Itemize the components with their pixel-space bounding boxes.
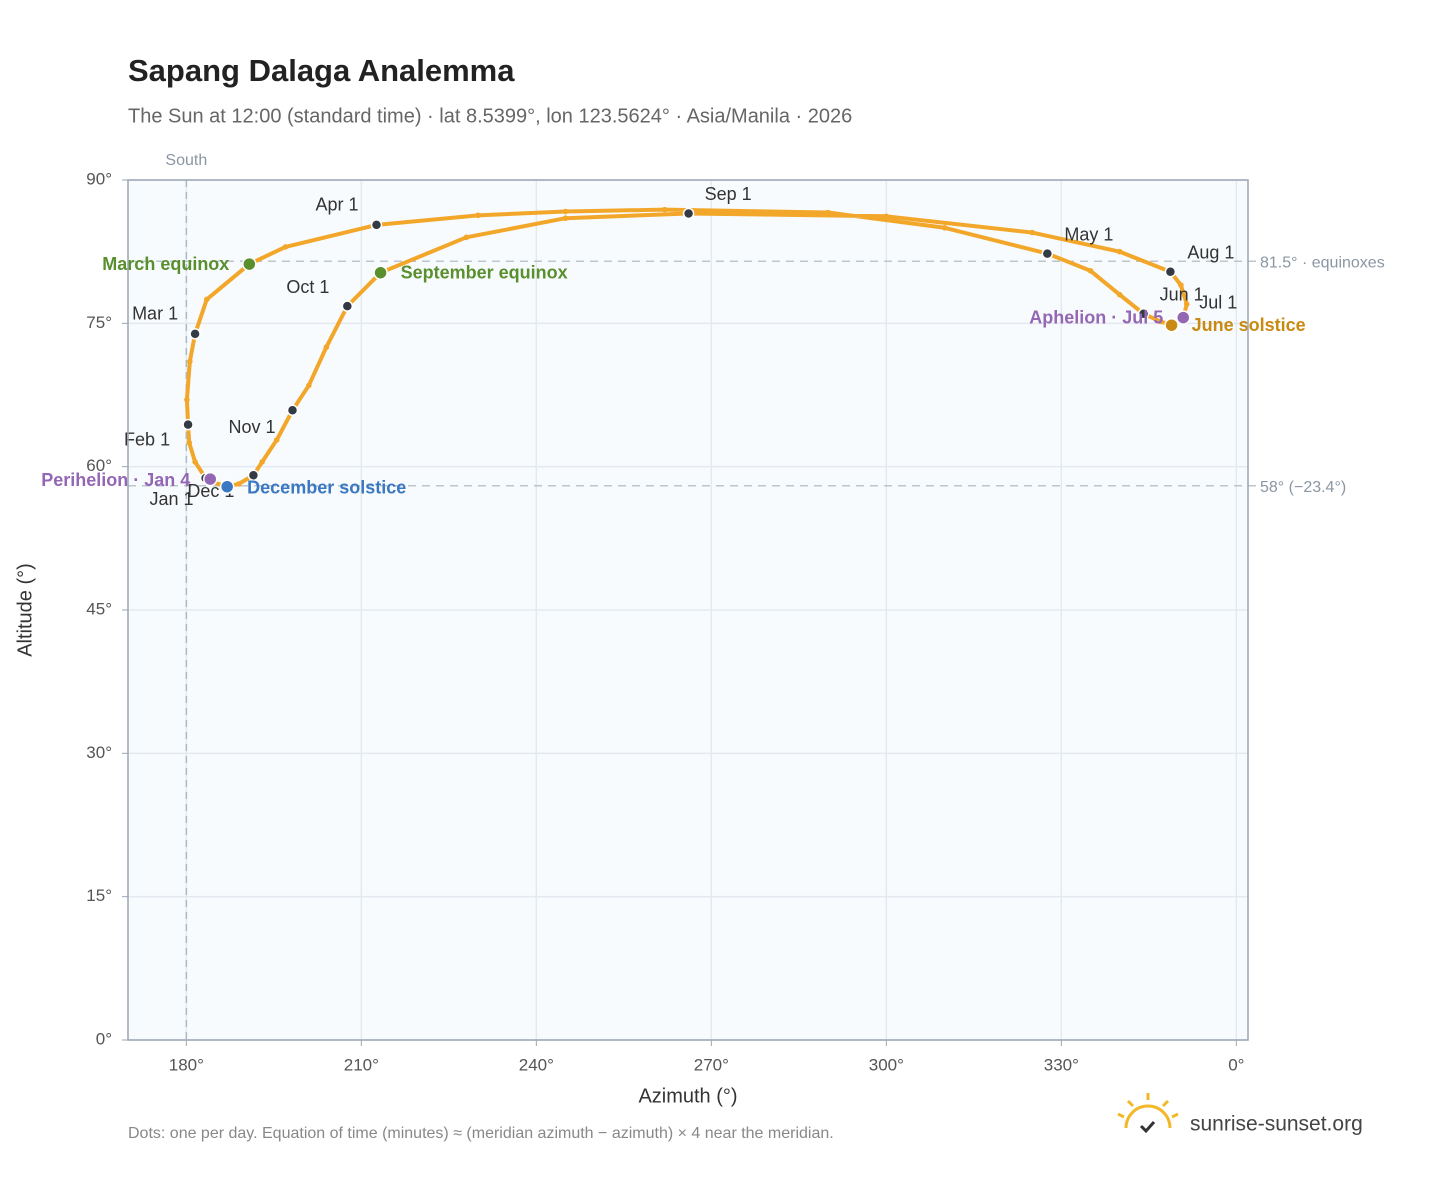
x-tick-label: 210° [344,1055,379,1074]
day-dot [1116,248,1123,255]
chart-title: Sapang Dalaga Analemma [128,53,515,88]
day-dot [1029,229,1035,236]
x-tick-label: 300° [869,1055,904,1074]
month-dot [1164,265,1177,278]
month-label: Jun 1 [1160,285,1204,305]
event-dot [1176,310,1191,325]
day-dot [187,358,193,365]
event-label: December solstice [247,477,406,497]
event-dot [203,471,218,487]
y-tick-label: 30° [86,743,112,762]
month-dot [286,404,299,417]
day-dot [883,213,890,220]
month-label: May 1 [1064,224,1113,244]
day-dot [323,344,330,351]
day-dot [273,437,280,443]
reference-label: South [165,152,207,169]
chart-subtitle: The Sun at 12:00 (standard time) · lat 8… [128,105,852,127]
month-label: Sep 1 [705,184,752,204]
y-tick-label: 75° [86,313,112,332]
month-label: Aug 1 [1187,242,1234,262]
reference-label: 58° (−23.4°) [1260,479,1346,496]
month-label: Apr 1 [315,195,358,215]
day-dot [192,459,198,465]
day-dot [1116,291,1123,298]
x-tick-label: 270° [694,1055,729,1074]
month-label: Mar 1 [132,304,178,324]
event-dot [373,265,388,280]
month-label: Jan 1 [150,489,194,509]
y-axis-label: Altitude (°) [14,563,36,657]
day-dot [825,209,831,216]
day-dot [1157,318,1164,325]
reference-label: 81.5° · equinoxes [1260,254,1385,271]
x-axis-label: Azimuth (°) [638,1085,737,1107]
event-label: September equinox [401,262,568,282]
day-dot [306,382,312,389]
month-dot [341,300,354,312]
day-dot [184,396,190,403]
event-label: March equinox [102,254,229,274]
brand: sunrise-sunset.org [1190,1113,1363,1136]
y-tick-label: 45° [86,599,112,618]
day-dot [941,224,948,231]
month-dot [189,328,201,340]
day-dot [562,215,569,222]
brand-logo [1117,1093,1179,1134]
event-label: Perihelion · Jan 4 [41,470,190,490]
x-tick-label: 180° [169,1055,204,1074]
plot-border [127,179,1249,1041]
day-dot [186,439,193,446]
day-dot [1178,282,1184,288]
month-dot [370,219,383,231]
month-dot [182,418,194,431]
y-tick-label: 60° [86,456,112,475]
day-dot [475,212,481,219]
day-dot [661,206,668,213]
day-dot [203,296,210,303]
month-dot [1137,308,1150,320]
day-dot [282,244,289,250]
day-dot [562,208,569,215]
month-label: Oct 1 [286,277,329,297]
footnote: Dots: one per day. Equation of time (min… [128,1125,834,1142]
x-tick-label: 240° [519,1055,554,1074]
event-dot [1164,317,1179,333]
y-tick-label: 0° [96,1029,112,1048]
month-label: Feb 1 [124,429,170,449]
event-label: Aphelion · Jul 5 [1029,307,1163,327]
month-label: Jul 1 [1199,292,1237,312]
event-dot [242,256,257,272]
day-dot [463,234,470,241]
y-tick-label: 90° [86,169,112,188]
event-dot [219,479,235,494]
day-dot [236,481,242,487]
month-dot [682,207,695,220]
x-tick-label: 330° [1044,1055,1079,1074]
day-dot [1087,267,1094,274]
month-label: Nov 1 [228,417,275,437]
x-tick-label: 0° [1228,1055,1244,1074]
day-dot [1183,301,1190,308]
month-dot [1041,247,1054,260]
month-dot [247,469,260,482]
y-tick-label: 15° [86,886,112,905]
day-dot [259,459,265,465]
